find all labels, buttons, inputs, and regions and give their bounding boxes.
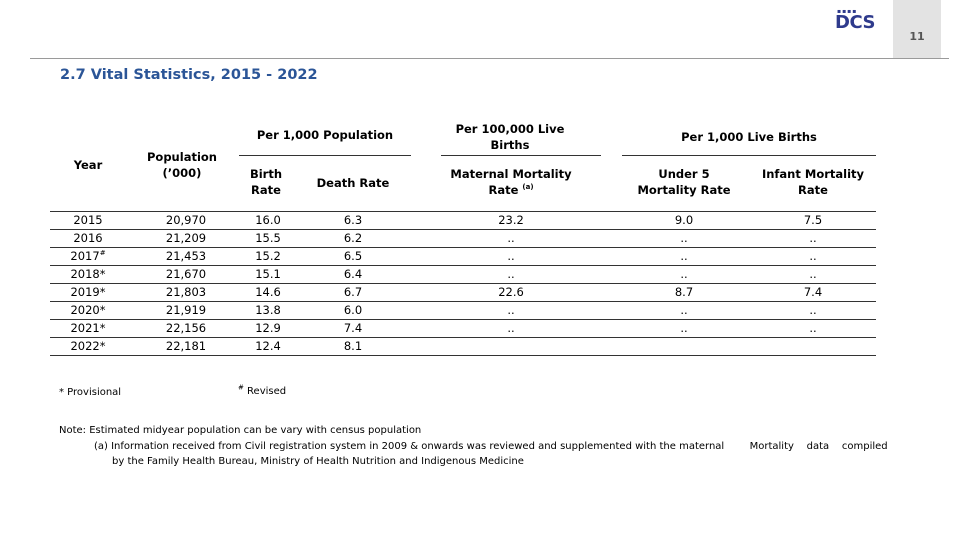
cell-birth-rate: 15.2: [255, 249, 281, 263]
table-row: 2017# 21,453 15.2 6.5 .. .. ..: [50, 248, 876, 266]
header-death-rate: Death Rate: [316, 176, 390, 190]
cell-death-rate: 6.4: [343, 267, 363, 281]
cell-year: 2015: [73, 213, 103, 227]
header-rule-population: [239, 155, 411, 156]
cell-birth-rate: 16.0: [255, 213, 281, 227]
cell-birth-rate: 15.5: [255, 231, 281, 245]
cell-death-rate: 6.0: [343, 303, 363, 317]
cell-birth-rate: 12.9: [255, 321, 281, 335]
cell-under5-mortality: ..: [680, 267, 688, 281]
cell-population: 22,156: [165, 321, 207, 335]
table-row: 2016 21,209 15.5 6.2 .. .. ..: [50, 230, 876, 248]
header-bottom-rule: [50, 211, 876, 212]
cell-maternal-mortality: ..: [507, 249, 515, 263]
cell-under5-mortality: ..: [680, 303, 688, 317]
header-maternal-mortality: Maternal Mortality Rate (a): [436, 166, 586, 198]
header-per-1000-population: Per 1,000 Population: [256, 128, 394, 142]
cell-birth-rate: 12.4: [255, 339, 281, 353]
footnote-note-a-line1: (a) Information received from Civil regi…: [94, 441, 888, 452]
cell-infant-mortality: ..: [809, 249, 817, 263]
table-row: 2018* 21,670 15.1 6.4 .. .. ..: [50, 266, 876, 284]
cell-death-rate: 6.5: [343, 249, 363, 263]
cell-year: 2019*: [70, 285, 106, 299]
cell-population: 21,803: [165, 285, 207, 299]
cell-infant-mortality: ..: [809, 267, 817, 281]
table-row: 2019* 21,803 14.6 6.7 22.6 8.7 7.4: [50, 284, 876, 302]
cell-death-rate: 8.1: [343, 339, 363, 353]
logo-dots-decoration: ▪▪▪▪: [837, 8, 858, 15]
header-per-1000-live-births: Per 1,000 Live Births: [681, 130, 817, 144]
cell-death-rate: 7.4: [343, 321, 363, 335]
cell-year: 2018*: [70, 267, 106, 281]
cell-year: 2020*: [70, 303, 106, 317]
cell-population: 21,453: [165, 249, 207, 263]
cell-infant-mortality: 7.5: [803, 213, 823, 227]
header-year: Year: [73, 158, 103, 172]
table-row: 2021* 22,156 12.9 7.4 .. .. ..: [50, 320, 876, 338]
header-population: Population (’000): [147, 150, 217, 180]
cell-under5-mortality: ..: [680, 231, 688, 245]
header-divider: [30, 58, 949, 59]
cell-under5-mortality: ..: [680, 249, 688, 263]
header-per-100000: Per 100,000 Live Births: [455, 122, 565, 152]
table-row: 2020* 21,919 13.8 6.0 .. .. ..: [50, 302, 876, 320]
footnote-note-a-line2: by the Family Health Bureau, Ministry of…: [112, 456, 524, 467]
header-maternal-mortality-label: Maternal Mortality Rate: [450, 167, 572, 197]
cell-year: 2017#: [70, 249, 106, 263]
table-row: 2022* 22,181 12.4 8.1: [50, 338, 876, 356]
cell-infant-mortality: ..: [809, 231, 817, 245]
cell-population: 21,670: [165, 267, 207, 281]
page-title: 2.7 Vital Statistics, 2015 - 2022: [60, 67, 318, 83]
cell-death-rate: 6.7: [343, 285, 363, 299]
cell-death-rate: 6.2: [343, 231, 363, 245]
cell-infant-mortality: 7.4: [803, 285, 823, 299]
header-infant: Infant Mortality Rate: [761, 167, 865, 197]
cell-population: 21,209: [165, 231, 207, 245]
cell-maternal-mortality: 23.2: [498, 213, 524, 227]
cell-maternal-mortality: ..: [507, 267, 515, 281]
cell-year: 2022*: [70, 339, 106, 353]
logo-text: DCS: [835, 12, 875, 33]
cell-infant-mortality: ..: [809, 303, 817, 317]
cell-birth-rate: 14.6: [255, 285, 281, 299]
table-row: 2015 20,970 16.0 6.3 23.2 9.0 7.5: [50, 212, 876, 230]
cell-population: 20,970: [165, 213, 207, 227]
cell-under5-mortality: ..: [680, 321, 688, 335]
cell-maternal-mortality: ..: [507, 231, 515, 245]
cell-maternal-mortality: 22.6: [498, 285, 524, 299]
dcs-logo: ▪▪▪▪ DCS: [835, 8, 875, 33]
cell-birth-rate: 15.1: [255, 267, 281, 281]
cell-birth-rate: 13.8: [255, 303, 281, 317]
cell-maternal-mortality: ..: [507, 303, 515, 317]
cell-year: 2016: [73, 231, 103, 245]
footnote-revised: # Revised: [238, 383, 287, 397]
cell-maternal-mortality: ..: [507, 321, 515, 335]
footnote-provisional: * Provisional: [59, 387, 122, 398]
header-rule-maternal: [441, 155, 601, 156]
cell-population: 21,919: [165, 303, 207, 317]
footnote-note: Note: Estimated midyear population can b…: [59, 425, 422, 436]
cell-year: 2021*: [70, 321, 106, 335]
page-number: 11: [909, 30, 925, 43]
cell-under5-mortality: 8.7: [674, 285, 694, 299]
header-under5: Under 5 Mortality Rate: [637, 167, 731, 197]
footnote-revised-mark: #: [238, 383, 244, 392]
cell-death-rate: 6.3: [343, 213, 363, 227]
page-number-box: 11: [893, 0, 941, 58]
header-birth-rate: Birth Rate: [249, 167, 283, 197]
cell-under5-mortality: 9.0: [674, 213, 694, 227]
header-maternal-note-mark: (a): [522, 183, 534, 192]
cell-infant-mortality: ..: [809, 321, 817, 335]
footnote-revised-label: Revised: [243, 386, 287, 397]
cell-population: 22,181: [165, 339, 207, 353]
header-rule-live-births: [622, 155, 876, 156]
